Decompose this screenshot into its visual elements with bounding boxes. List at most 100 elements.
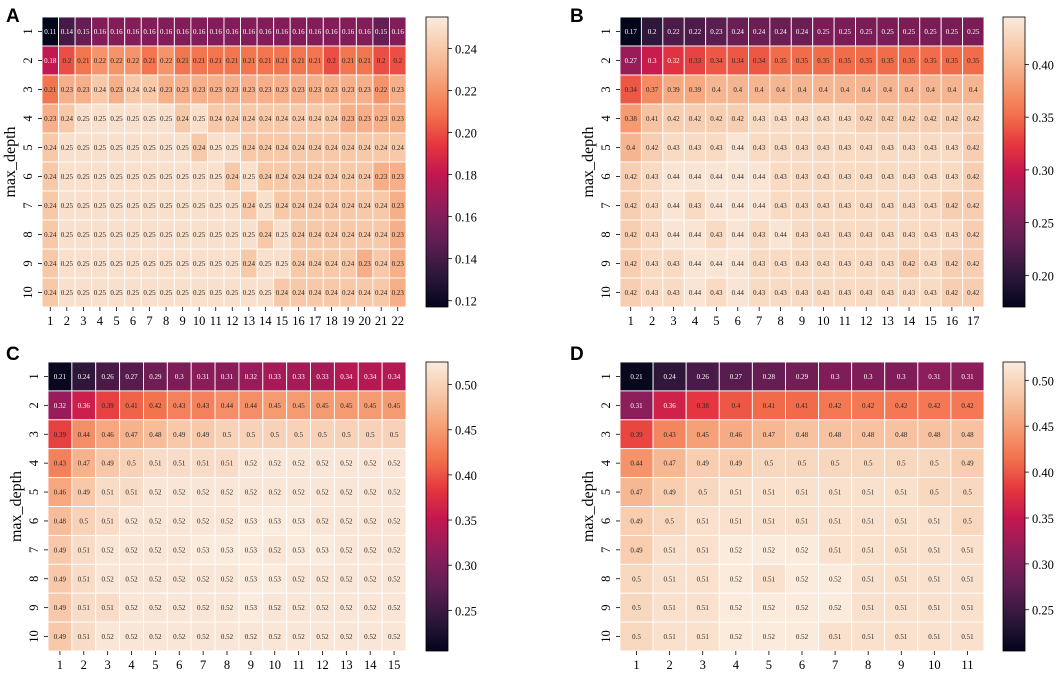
cell-value-label: 0.51	[895, 604, 908, 612]
x-tick-label: 2	[64, 314, 70, 328]
cell-value-label: 0.4	[798, 86, 807, 94]
x-tick-label: 14	[903, 314, 916, 328]
cell-value-label: 0.24	[276, 144, 289, 152]
cell-value-label: 0.49	[102, 460, 115, 468]
cell-value-label: 0.43	[882, 260, 895, 268]
cell-value-label: 0.43	[882, 231, 895, 239]
cell-value-label: 0.16	[177, 28, 190, 36]
cell-value-label: 0.51	[697, 546, 710, 554]
cell-value-label: 0.42	[924, 115, 937, 123]
cell-value-label: 0.43	[839, 202, 852, 210]
colorbar-tick-label: 0.14	[455, 253, 478, 267]
cell-value-label: 0.52	[388, 633, 401, 641]
cell-value-label: 0.31	[630, 402, 643, 410]
cell-value-label: 0.5	[698, 489, 707, 497]
y-tick-label: 9	[27, 605, 41, 611]
cell-value-label: 0.25	[143, 173, 156, 181]
x-tick-label: 8	[163, 314, 169, 328]
cell-value-label: 0.52	[340, 575, 353, 583]
colorbar-tick-label: 0.50	[455, 379, 477, 393]
cell-value-label: 0.25	[817, 28, 830, 36]
cell-value-label: 0.49	[697, 460, 710, 468]
cell-value-label: 0.2	[393, 57, 402, 65]
cell-value-label: 0.31	[928, 373, 941, 381]
cell-value-label: 0.52	[292, 489, 305, 497]
cell-value-label: 0.45	[292, 402, 305, 410]
heatmap-cell	[718, 477, 753, 507]
cell-value-label: 0.39	[667, 86, 680, 94]
cell-value-label: 0.5	[294, 431, 303, 439]
x-tick-label: 10	[817, 314, 830, 328]
cell-value-label: 0.52	[316, 633, 329, 641]
cell-value-label: 0.21	[359, 57, 372, 65]
cell-value-label: 0.25	[127, 260, 140, 268]
cell-value-label: 0.24	[276, 289, 289, 297]
cell-value-label: 0.25	[177, 144, 190, 152]
heatmap-cell	[851, 448, 886, 479]
cell-value-label: 0.43	[753, 231, 766, 239]
cell-value-label: 0.45	[364, 402, 377, 410]
cell-value-label: 0.51	[763, 489, 776, 497]
cell-value-label: 0.52	[221, 517, 234, 525]
heatmap-cell	[818, 419, 853, 450]
cell-value-label: 0.43	[796, 115, 809, 123]
panel-c: C 0.21 0.24 0.26 0.27 0.29 0.3 0.31 0.31 0.32 0.33…	[6, 344, 477, 672]
cell-value-label: 0.52	[173, 604, 186, 612]
cell-value-label: 0.24	[342, 173, 355, 181]
heatmap-cell	[685, 506, 720, 536]
cell-value-label: 0.25	[210, 144, 223, 152]
panel-d: D 0.21 0.24 0.26 0.27 0.28 0.29 0.3 0.3 0.3 0.31 0.…	[570, 344, 1054, 672]
cell-value-label: 0.52	[340, 460, 353, 468]
cell-value-label: 0.43	[796, 231, 809, 239]
cell-value-label: 0.49	[961, 460, 974, 468]
cell-value-label: 0.44	[667, 231, 680, 239]
cell-value-label: 0.23	[259, 86, 272, 94]
cell-value-label: 0.42	[946, 202, 959, 210]
cell-value-label: 0.44	[710, 173, 723, 181]
cell-value-label: 0.52	[364, 575, 377, 583]
heatmap-cell	[652, 477, 687, 507]
cell-value-label: 0.52	[125, 633, 138, 641]
cell-value-label: 0.24	[375, 144, 388, 152]
x-tick-label: 12	[860, 314, 873, 328]
cell-value-label: 0.42	[625, 289, 638, 297]
heatmap-cell	[818, 534, 853, 565]
cell-value-label: 0.42	[903, 260, 916, 268]
cell-value-label: 0.52	[388, 489, 401, 497]
heatmap-cell	[818, 448, 853, 479]
y-tick-label: 3	[599, 86, 613, 92]
cell-value-label: 0.27	[730, 373, 743, 381]
cell-value-label: 0.41	[125, 402, 138, 410]
cell-value-label: 0.52	[730, 633, 743, 641]
cell-value-label: 0.34	[753, 57, 766, 65]
cell-value-label: 0.52	[829, 575, 842, 583]
cell-value-label: 0.25	[226, 202, 239, 210]
cell-value-label: 0.23	[375, 115, 388, 123]
cell-value-label: 0.16	[392, 28, 405, 36]
cell-value-label: 0.43	[924, 231, 937, 239]
cell-value-label: 0.24	[292, 202, 305, 210]
y-tick-label: 5	[599, 489, 613, 495]
cell-value-label: 0.24	[359, 144, 372, 152]
cell-value-label: 0.22	[375, 86, 388, 94]
cell-value-label: 0.43	[796, 289, 809, 297]
y-tick-label: 9	[599, 260, 613, 266]
cell-value-label: 0.44	[78, 431, 91, 439]
cell-value-label: 0.2	[648, 28, 657, 36]
panel-letter: C	[6, 344, 20, 365]
heatmap-cell	[851, 621, 886, 652]
x-tick-label: 3	[670, 314, 676, 328]
cell-value-label: 0.4	[905, 86, 914, 94]
cell-value-label: 0.21	[243, 57, 256, 65]
cell-value-label: 0.43	[774, 260, 787, 268]
x-tick-label: 22	[391, 314, 404, 328]
y-tick-label: 6	[599, 173, 613, 179]
y-tick-label: 6	[27, 518, 41, 524]
cell-value-label: 0.43	[817, 202, 830, 210]
cell-value-label: 0.4	[626, 144, 635, 152]
cell-value-label: 0.52	[388, 517, 401, 525]
cell-value-label: 0.48	[54, 517, 67, 525]
cell-value-label: 0.52	[388, 604, 401, 612]
heatmap-cell	[950, 390, 985, 421]
cell-value-label: 0.53	[245, 604, 258, 612]
